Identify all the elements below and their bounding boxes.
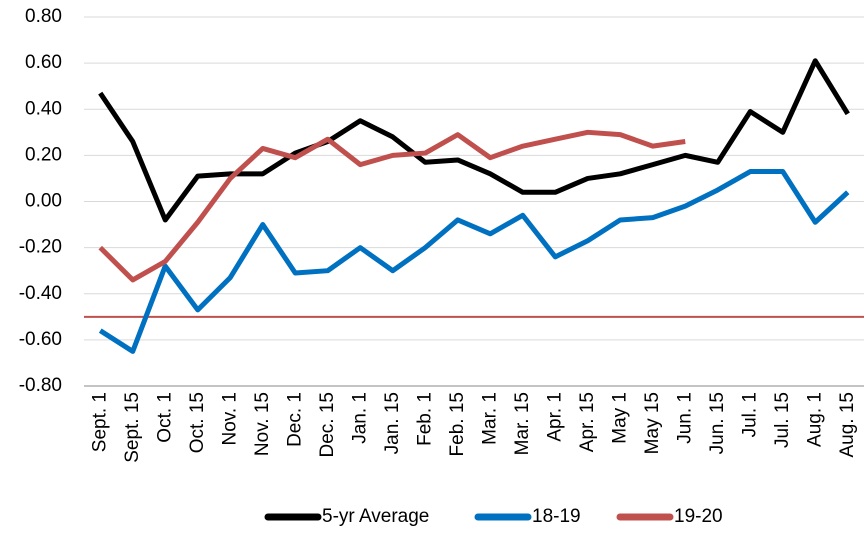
y-tick-label: 0.60 xyxy=(25,52,62,73)
x-tick-label: Jan. 1 xyxy=(349,392,370,444)
x-tick-label: Aug. 1 xyxy=(804,392,825,447)
y-tick-label: -0.80 xyxy=(19,375,62,396)
x-tick-label: Feb. 1 xyxy=(414,392,435,446)
legend-label: 5-yr Average xyxy=(322,506,429,527)
x-tick-label: Aug. 15 xyxy=(837,392,858,458)
x-tick-label: Mar. 15 xyxy=(512,392,533,455)
x-tick-label: Oct. 1 xyxy=(154,392,175,443)
x-tick-label: Nov. 15 xyxy=(252,392,273,456)
x-tick-label: Jun. 15 xyxy=(707,392,728,454)
x-tick-label: Dec. 15 xyxy=(317,392,338,457)
y-tick-label: -0.20 xyxy=(19,237,62,258)
legend-label: 18-19 xyxy=(532,506,581,527)
y-tick-label: -0.60 xyxy=(19,329,62,350)
x-tick-label: Apr. 1 xyxy=(544,392,565,442)
x-tick-label: Nov. 1 xyxy=(219,392,240,446)
x-tick-label: Apr. 15 xyxy=(577,392,598,452)
x-tick-label: Dec. 1 xyxy=(284,392,305,447)
x-tick-label: Jul. 15 xyxy=(772,392,793,448)
x-tick-label: May 1 xyxy=(609,392,630,444)
x-tick-label: Jul. 1 xyxy=(739,392,760,437)
y-tick-label: 0.80 xyxy=(25,6,62,27)
x-tick-label: Feb. 15 xyxy=(447,392,468,456)
x-tick-label: Sept. 15 xyxy=(122,392,143,463)
x-tick-label: Oct. 15 xyxy=(187,392,208,453)
y-tick-label: 0.40 xyxy=(25,98,62,119)
legend-label: 19-20 xyxy=(674,506,723,527)
x-tick-label: Mar. 1 xyxy=(479,392,500,445)
series-line xyxy=(98,169,850,354)
series-line xyxy=(98,129,686,283)
x-tick-label: Sept. 1 xyxy=(89,392,110,452)
x-tick-label: May 15 xyxy=(642,392,663,454)
series-line xyxy=(98,58,850,223)
x-tick-label: Jan. 15 xyxy=(382,392,403,454)
x-tick-label: Jun. 1 xyxy=(674,392,695,444)
y-tick-label: -0.40 xyxy=(19,283,62,304)
y-tick-label: 0.20 xyxy=(25,144,62,165)
y-tick-label: 0.00 xyxy=(25,191,62,212)
